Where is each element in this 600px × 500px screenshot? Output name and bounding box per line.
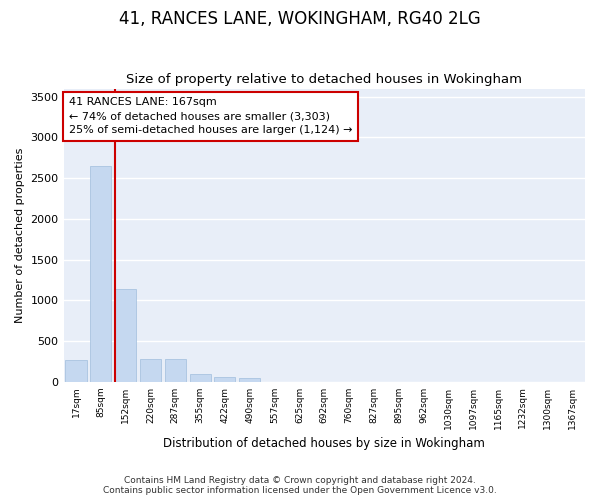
Bar [140,359,161,382]
Title: Size of property relative to detached houses in Wokingham: Size of property relative to detached ho… [126,73,522,86]
Y-axis label: Number of detached properties: Number of detached properties [15,148,25,323]
Text: 41 RANCES LANE: 167sqm
← 74% of detached houses are smaller (3,303)
25% of semi-: 41 RANCES LANE: 167sqm ← 74% of detached… [69,98,352,136]
Text: 41, RANCES LANE, WOKINGHAM, RG40 2LG: 41, RANCES LANE, WOKINGHAM, RG40 2LG [119,10,481,28]
Bar [65,360,86,382]
Bar [190,374,211,382]
X-axis label: Distribution of detached houses by size in Wokingham: Distribution of detached houses by size … [163,437,485,450]
Bar [90,166,112,382]
Bar [239,378,260,382]
Bar [214,377,235,382]
Bar [115,289,136,382]
Bar [165,359,186,382]
Text: Contains HM Land Registry data © Crown copyright and database right 2024.
Contai: Contains HM Land Registry data © Crown c… [103,476,497,495]
